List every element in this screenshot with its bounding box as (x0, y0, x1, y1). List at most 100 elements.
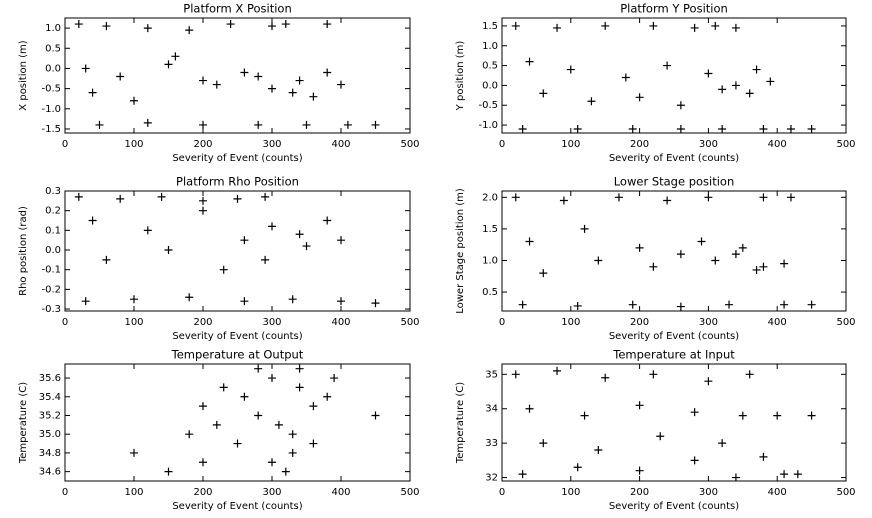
x-tick-label: 400 (331, 487, 350, 498)
point (704, 193, 713, 202)
x-tick-label: 300 (699, 139, 718, 150)
y-tick-label: 34.6 (39, 467, 61, 478)
point (88, 88, 97, 97)
point (525, 57, 534, 66)
point (199, 196, 207, 205)
subplot: Platform X Position Severity of Event (co… (18, 2, 420, 165)
subplot-title: Temperature at Input (612, 348, 735, 362)
point (199, 458, 207, 467)
y-tick-label: -0.5 (41, 84, 61, 95)
point (295, 364, 304, 373)
y-tick-label: -0.1 (41, 265, 61, 276)
y-tick-label: 0.0 (45, 63, 61, 74)
point (738, 411, 747, 420)
point (793, 470, 802, 479)
point (88, 216, 97, 225)
point (807, 300, 816, 309)
point (539, 269, 548, 278)
point (759, 193, 768, 202)
x-tick-label: 500 (836, 317, 855, 328)
point (254, 411, 263, 420)
point (274, 420, 283, 429)
point (295, 230, 304, 239)
point (738, 243, 747, 252)
y-tick-label: 0.5 (482, 61, 498, 72)
point (807, 125, 816, 134)
point (268, 22, 276, 31)
point (199, 402, 207, 411)
y-axis-label: X position (m) (18, 40, 29, 110)
y-tick-label: 35.6 (39, 373, 61, 384)
y-tick-label: -1.5 (41, 124, 61, 135)
point (302, 242, 311, 251)
point (371, 411, 380, 420)
y-tick-label: 1.0 (482, 255, 498, 266)
point (752, 65, 761, 74)
point (539, 89, 548, 98)
x-tick-label: 300 (699, 317, 718, 328)
subplot: Temperature at Output Severity of Event (… (18, 348, 420, 513)
point (130, 448, 138, 457)
point (295, 383, 304, 392)
x-tick-label: 300 (262, 487, 281, 498)
x-tick-label: 300 (699, 487, 718, 498)
point (511, 370, 520, 379)
x-tick-label: 500 (836, 487, 855, 498)
x-axis-label: Severity of Event (counts) (609, 501, 739, 512)
point (594, 446, 603, 455)
y-tick-label: 35.2 (39, 410, 61, 421)
x-tick-label: 100 (561, 487, 580, 498)
point (81, 64, 90, 73)
point (711, 256, 720, 265)
point (309, 402, 318, 411)
x-tick-label: 0 (499, 317, 505, 328)
point (786, 125, 795, 134)
point (268, 84, 276, 93)
x-tick-label: 200 (630, 317, 649, 328)
x-axis-label: Severity of Event (counts) (172, 501, 302, 512)
x-tick-label: 0 (62, 487, 68, 498)
point (130, 96, 138, 105)
point (330, 374, 339, 383)
point (766, 77, 775, 86)
point (74, 192, 83, 201)
point (95, 120, 104, 129)
point (690, 456, 699, 465)
point (254, 72, 263, 81)
point (786, 193, 795, 202)
point (337, 236, 345, 245)
point (594, 256, 603, 265)
y-tick-label: 1.5 (482, 21, 498, 32)
point (511, 193, 520, 202)
point (199, 76, 207, 85)
point (773, 411, 782, 420)
y-tick-label: 0.3 (45, 186, 61, 197)
point (635, 401, 644, 410)
x-tick-label: 200 (193, 317, 212, 328)
point (628, 125, 637, 134)
point (323, 20, 332, 29)
point (601, 21, 610, 30)
point (587, 97, 596, 106)
plot-frame (501, 363, 847, 482)
y-tick-label: 32 (485, 473, 498, 484)
point (676, 302, 685, 311)
y-tick-label: 0.2 (45, 206, 61, 217)
point (614, 193, 623, 202)
point (337, 80, 345, 89)
x-tick-label: 400 (768, 139, 787, 150)
point (731, 23, 740, 32)
point (164, 60, 173, 69)
x-tick-label: 400 (768, 317, 787, 328)
x-axis-label: Severity of Event (counts) (172, 331, 302, 342)
x-tick-label: 100 (124, 487, 143, 498)
x-tick-label: 0 (62, 139, 68, 150)
x-tick-label: 0 (62, 317, 68, 328)
plot-frame (501, 190, 847, 312)
point (518, 470, 527, 479)
point (295, 76, 304, 85)
point (143, 226, 152, 235)
x-tick-label: 500 (836, 139, 855, 150)
point (566, 65, 575, 74)
point (81, 297, 90, 306)
